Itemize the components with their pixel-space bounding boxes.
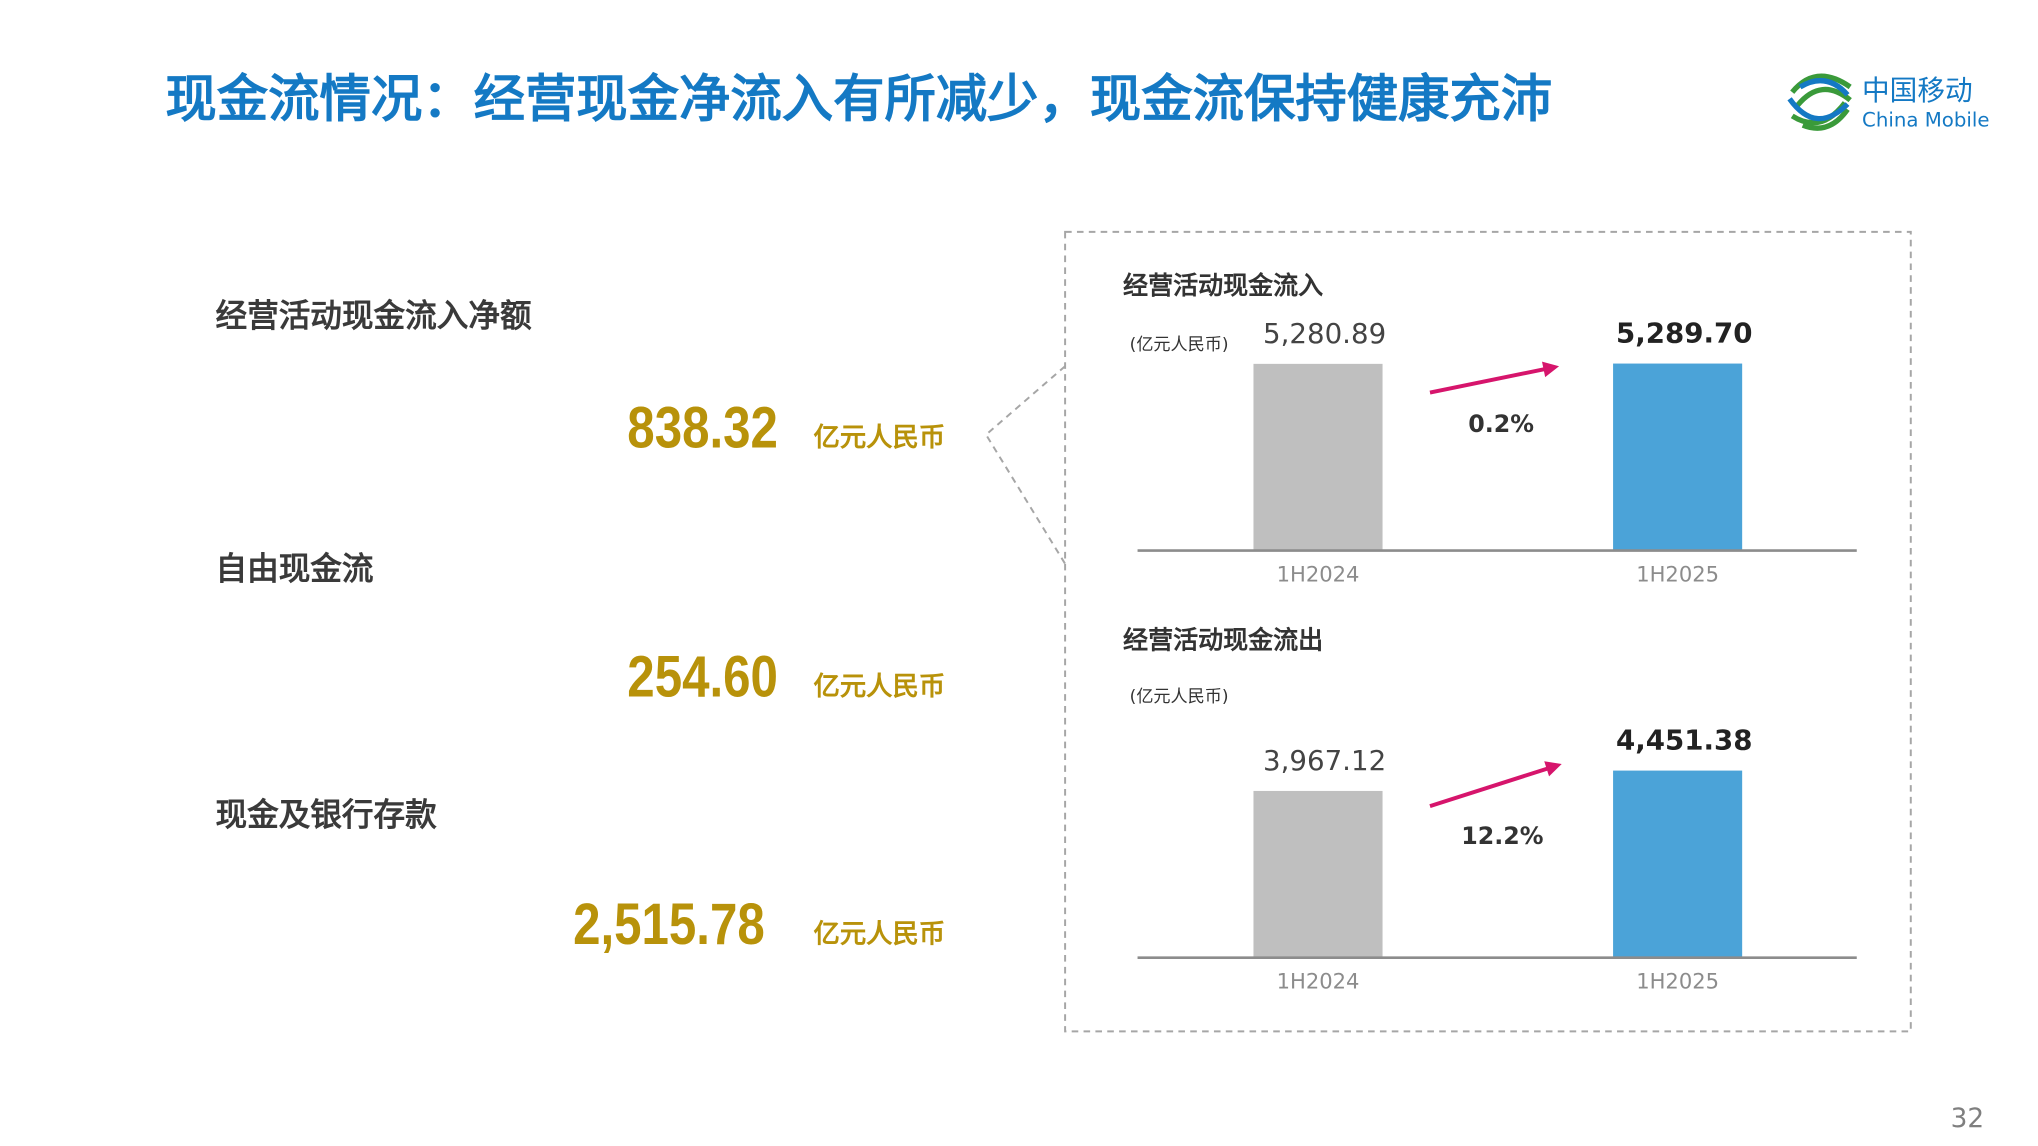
- trend-arrow-head: [1544, 761, 1562, 777]
- metric-name: 自由现金流: [215, 550, 373, 587]
- bar: [1613, 770, 1743, 958]
- x-tick-label: 1H2025: [1636, 969, 1719, 994]
- metric-name: 现金及银行存款: [215, 797, 437, 834]
- trend-arrow-head: [1542, 361, 1560, 378]
- logo-cn: 中国移动: [1862, 74, 1973, 107]
- x-tick-label: 1H2024: [1277, 969, 1360, 994]
- metric-unit: 亿元人民币: [814, 920, 946, 950]
- trend-arrow: [1429, 765, 1553, 809]
- x-tick-label: 1H2024: [1277, 562, 1360, 587]
- logo-icon: [1787, 78, 1850, 122]
- metric-name: 经营活动现金流入净额: [215, 297, 531, 334]
- annotation: 0.2%: [1468, 410, 1534, 438]
- logo-icon: [1790, 73, 1852, 131]
- value-label: 3,967.12: [1263, 744, 1386, 777]
- metric-value: 254.60: [627, 645, 778, 710]
- metric-value: 838.32: [627, 396, 778, 461]
- chart-title: 经营活动现金流入: [1123, 271, 1323, 300]
- metric-unit: 亿元人民币: [814, 672, 946, 702]
- bar: [1613, 363, 1743, 551]
- annotation: 12.2%: [1461, 822, 1543, 850]
- connector: [984, 365, 1066, 565]
- metric-value: 2,515.78: [573, 892, 765, 957]
- bar: [1253, 363, 1383, 551]
- page-number: 32: [1951, 1104, 1985, 1134]
- value-label: 5,289.70: [1616, 317, 1752, 350]
- slide-title: 现金流情况：经营现金净流入有所减少，现金流保持健康充沛: [165, 70, 1552, 130]
- metric-unit: 亿元人民币: [814, 423, 946, 453]
- trend-arrow: [1429, 366, 1550, 395]
- bar: [1253, 790, 1383, 958]
- chart-title: 经营活动现金流出: [1123, 625, 1323, 654]
- value-label: 4,451.38: [1616, 724, 1752, 757]
- logo: [1787, 73, 1852, 131]
- value-label: 5,280.89: [1263, 317, 1386, 350]
- unit-label: (亿元人民币): [1130, 687, 1229, 707]
- chart-frame: [1064, 230, 1912, 1033]
- logo-en: China Mobile: [1862, 109, 1989, 132]
- unit-label: (亿元人民币): [1130, 335, 1229, 355]
- x-tick-label: 1H2025: [1636, 562, 1719, 587]
